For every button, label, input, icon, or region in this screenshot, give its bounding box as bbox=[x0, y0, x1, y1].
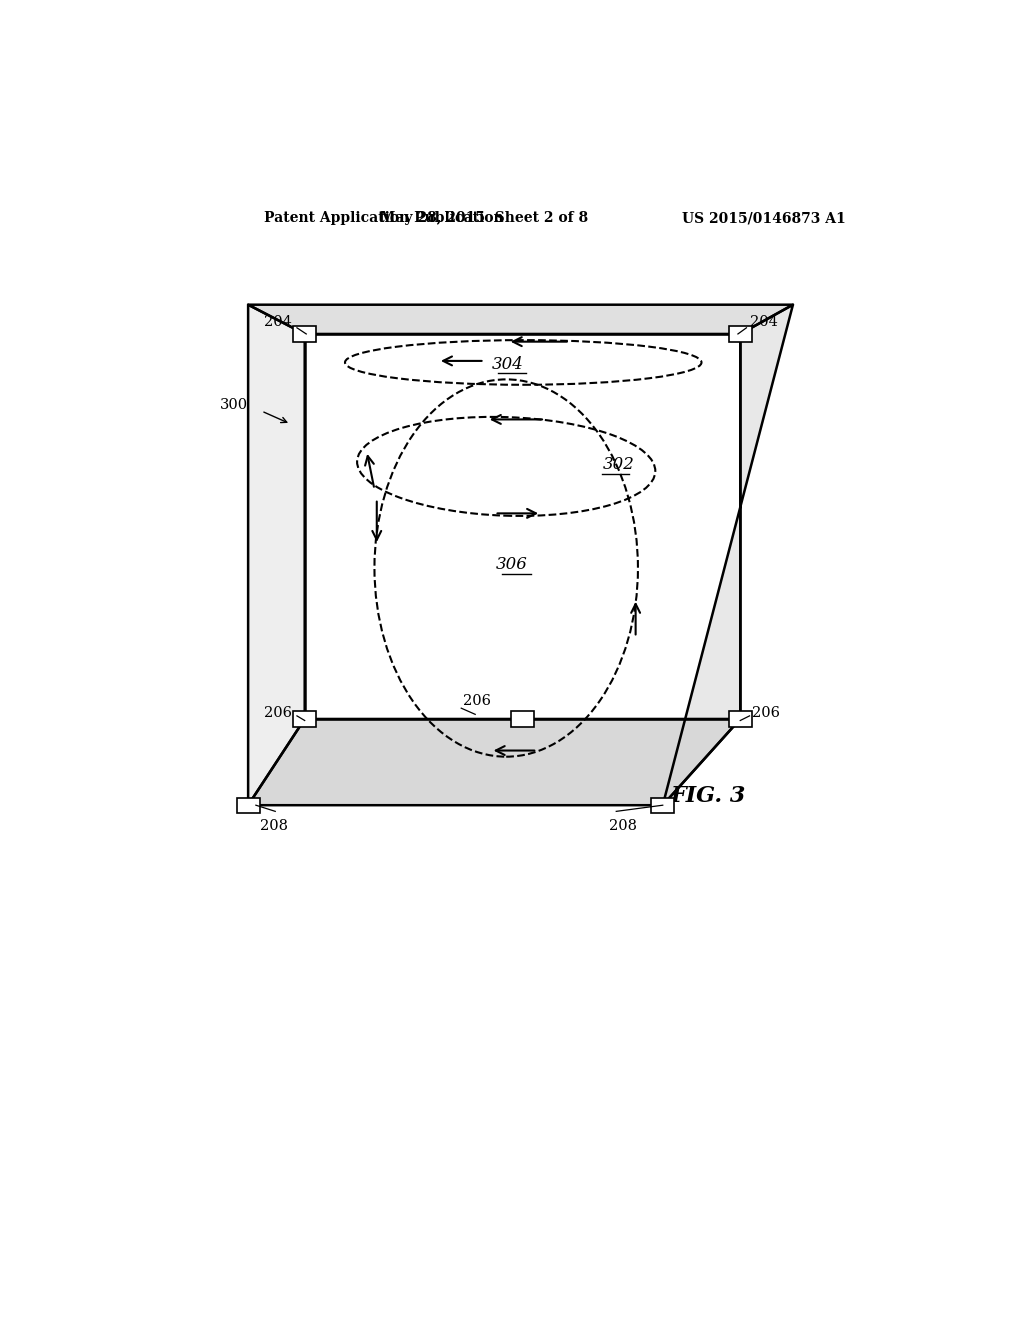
Polygon shape bbox=[248, 305, 305, 805]
Text: 206: 206 bbox=[752, 706, 780, 719]
Text: 206: 206 bbox=[463, 694, 490, 709]
Bar bbox=[293, 326, 316, 342]
Text: 208: 208 bbox=[608, 818, 637, 833]
Text: May 28, 2015  Sheet 2 of 8: May 28, 2015 Sheet 2 of 8 bbox=[381, 211, 589, 226]
Bar bbox=[293, 711, 316, 726]
Text: 306: 306 bbox=[496, 557, 527, 573]
Bar bbox=[511, 711, 535, 726]
Text: US 2015/0146873 A1: US 2015/0146873 A1 bbox=[682, 211, 846, 226]
Text: 300: 300 bbox=[220, 397, 248, 412]
Text: 204: 204 bbox=[264, 314, 292, 329]
Polygon shape bbox=[248, 305, 793, 334]
Bar bbox=[651, 797, 675, 813]
Text: 206: 206 bbox=[264, 706, 292, 719]
Text: 302: 302 bbox=[602, 457, 634, 474]
Text: 208: 208 bbox=[260, 818, 288, 833]
Polygon shape bbox=[248, 719, 740, 805]
Text: 204: 204 bbox=[750, 314, 777, 329]
Bar bbox=[729, 711, 752, 726]
Text: 304: 304 bbox=[492, 356, 523, 374]
Bar bbox=[729, 326, 752, 342]
Polygon shape bbox=[663, 305, 793, 805]
Text: Patent Application Publication: Patent Application Publication bbox=[263, 211, 503, 226]
Polygon shape bbox=[305, 334, 740, 719]
Bar bbox=[237, 797, 260, 813]
Text: FIG. 3: FIG. 3 bbox=[671, 785, 745, 807]
